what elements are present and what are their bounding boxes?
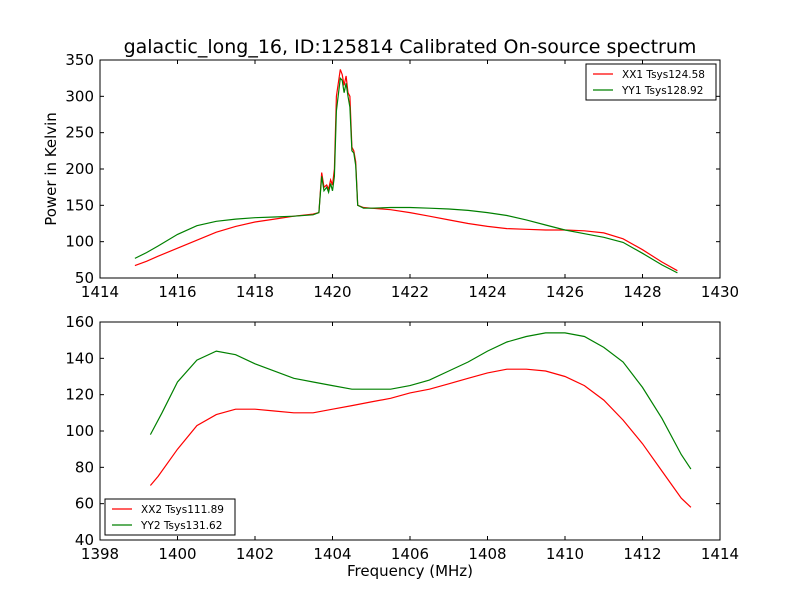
y-tick-label: 50: [75, 269, 94, 287]
y-axis-label: Power in Kelvin: [42, 112, 60, 226]
x-tick-label: 1398: [81, 545, 119, 563]
x-tick-label: 1414: [81, 283, 119, 301]
x-tick-label: 1402: [236, 545, 274, 563]
legend-label: XX2 Tsys111.89: [141, 504, 224, 516]
y-tick-label: 100: [65, 422, 94, 440]
legend-label: YY1 Tsys128.92: [621, 85, 703, 97]
x-tick-label: 1410: [546, 545, 584, 563]
series-line-yy: [134, 76, 678, 274]
chart-title: galactic_long_16, ID:125814 Calibrated O…: [124, 36, 697, 58]
x-tick-label: 1428: [623, 283, 661, 301]
x-tick-label: 1416: [158, 283, 196, 301]
x-tick-label: 1414: [701, 545, 739, 563]
x-tick-label: 1406: [391, 545, 429, 563]
series-line-xx: [134, 69, 678, 272]
y-tick-label: 300: [65, 87, 94, 105]
x-tick-label: 1418: [236, 283, 274, 301]
legend-label: YY2 Tsys131.62: [140, 520, 222, 532]
y-tick-label: 150: [65, 196, 94, 214]
series-line-xx: [149, 368, 692, 508]
legend-label: XX1 Tsys124.58: [622, 69, 705, 81]
legend: XX1 Tsys124.58 YY1 Tsys128.92: [585, 63, 717, 101]
x-tick-label: 1400: [158, 545, 196, 563]
legend-box: [585, 63, 717, 101]
x-tick-label: 1412: [623, 545, 661, 563]
x-tick-label: 1430: [701, 283, 739, 301]
y-tick-label: 60: [75, 495, 94, 513]
y-tick-label: 100: [65, 233, 94, 251]
x-axis-label: Frequency (MHz): [347, 562, 473, 580]
x-tick-label: 1420: [313, 283, 351, 301]
legend-box: [104, 498, 236, 536]
y-tick-label: 120: [65, 386, 94, 404]
y-tick-label: 160: [65, 313, 94, 331]
series-line-yy: [149, 332, 692, 470]
x-tick-label: 1426: [546, 283, 584, 301]
x-tick-label: 1408: [468, 545, 506, 563]
y-tick-label: 40: [75, 531, 94, 549]
chart-panel-1: 1414 1416 1418 1420 1422 1424 1426 1428 1430 50 10…: [42, 51, 739, 301]
x-tick-label: 1404: [313, 545, 351, 563]
y-tick-label: 140: [65, 349, 94, 367]
x-tick-label: 1424: [468, 283, 506, 301]
x-tick-label: 1422: [391, 283, 429, 301]
legend: XX2 Tsys111.89 YY2 Tsys131.62: [104, 498, 236, 536]
y-tick-label: 200: [65, 160, 94, 178]
charts-layer: 1414 1416 1418 1420 1422 1424 1426 1428 1430 50 10…: [42, 51, 739, 580]
y-tick-label: 350: [65, 51, 94, 69]
y-tick-label: 250: [65, 124, 94, 142]
chart-panel-2: 1398 1400 1402 1404 1406 1408 1410 1412 1414 40 60…: [65, 313, 739, 580]
y-tick-label: 80: [75, 458, 94, 476]
